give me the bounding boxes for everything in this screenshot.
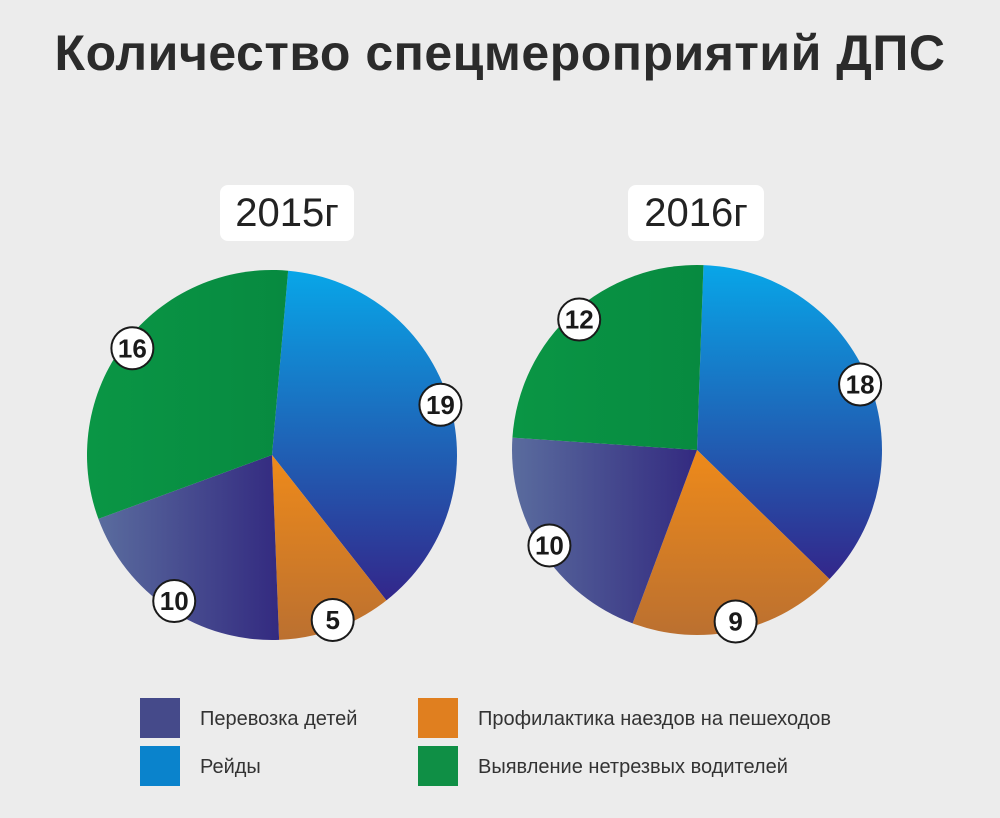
pie-2016-value-label: 18 [838,362,883,407]
value-label-circle [110,326,155,371]
value-label-circle [418,382,463,427]
value-label-text: 9 [728,606,742,636]
pie-2015-slice-raids [272,270,458,601]
pie-2016-slice-children-transport [511,437,697,624]
chart-2015-title: 2015г [220,185,354,241]
pie-2016-value-label: 12 [557,297,602,342]
value-label-circle [713,599,758,644]
value-label-text: 18 [846,370,875,400]
pie-2015-slice-children-transport [98,455,280,640]
legend-label: Профилактика наездов на пешеходов [478,708,832,730]
pie-2015-slice-pedestrian-prevention [272,455,387,640]
legend-label: Перевозка детей [200,708,358,730]
pie-2016-slice-drunk-drivers [512,265,704,450]
pie-2015-value-label: 19 [418,382,463,427]
pie-2016-slice-raids [697,265,883,580]
pie-2015-value-label: 16 [110,326,155,371]
value-label-text: 16 [118,333,147,363]
pie-2015-value-label: 5 [310,597,355,642]
value-label-text: 10 [160,586,189,616]
pie-2016-value-label: 9 [713,599,758,644]
value-label-text: 19 [426,390,455,420]
pie-2015-value-label: 10 [152,579,197,624]
pie-2016-value-label: 10 [527,523,572,568]
value-label-circle [557,297,602,342]
value-label-text: 5 [325,605,339,635]
value-label-circle [838,362,883,407]
value-label-text: 10 [535,530,564,560]
value-label-text: 12 [565,305,594,335]
page-title: Количество спецмероприятий ДПС [54,25,946,81]
pie-2016-slice-pedestrian-prevention [632,450,830,635]
value-label-circle [527,523,572,568]
value-label-circle [310,597,355,642]
chart-2016-title: 2016г [628,185,764,241]
legend-swatch [140,698,180,738]
legend-swatch [418,698,458,738]
legend-label: Выявление нетрезвых водителей [478,756,788,778]
legend-label: Рейды [200,756,261,778]
value-label-circle [152,579,197,624]
legend-swatch [418,746,458,786]
legend-swatch [140,746,180,786]
